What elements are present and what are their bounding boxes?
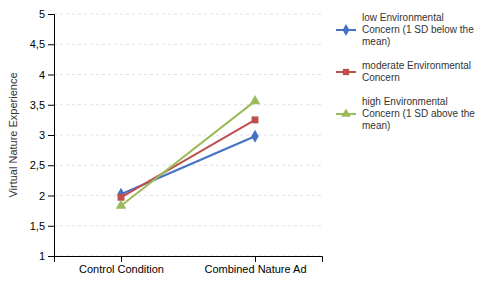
y-axis: 1 1,5 2 2,5 3 3,5 4 4,5 5 [30, 8, 55, 262]
tick-mark [48, 165, 54, 166]
legend: low EnvironmentalConcern (1 SD below the… [336, 12, 475, 131]
legend-label-line: mean) [362, 36, 390, 47]
legend-label: low EnvironmentalConcern (1 SD below the… [362, 12, 474, 47]
axis-title: Virtual Nature Experience [7, 72, 19, 197]
tick-label: Combined Nature Ad [204, 263, 306, 275]
legend-label-line: Concern (1 SD below the [362, 24, 474, 35]
tick-label: 2,5 [30, 159, 45, 171]
legend-marker [343, 24, 350, 36]
tick: 5 [39, 8, 54, 20]
legend-label: moderate EnvironmentalConcern [362, 60, 471, 83]
tick: Combined Nature Ad [204, 256, 306, 275]
tick: 2 [39, 190, 54, 202]
legend-marker [343, 69, 349, 75]
tick: 3 [39, 129, 54, 141]
legend-label-line: Concern [362, 72, 400, 83]
tick: 1,5 [30, 220, 54, 232]
axis-line [48, 15, 55, 257]
legend-label-line: low Environmental [362, 12, 444, 23]
tick-mark [48, 135, 54, 136]
tick-mark [48, 75, 54, 76]
grid-line [54, 225, 322, 226]
legend-item: low EnvironmentalConcern (1 SD below the… [336, 12, 474, 47]
tick-label: 3,5 [30, 99, 45, 111]
tick-label: 1,5 [30, 220, 45, 232]
tick-label: Control Condition [79, 263, 164, 275]
marks [116, 95, 261, 209]
tick-mark [48, 105, 54, 106]
grid-line [54, 44, 322, 45]
tick: 4 [39, 69, 54, 81]
tick-label: 1 [39, 250, 45, 262]
series [117, 130, 258, 201]
legend-item: moderate EnvironmentalConcern [336, 60, 471, 83]
point [116, 200, 127, 209]
legend-label-line: moderate Environmental [362, 60, 471, 71]
line [121, 101, 255, 206]
legend-label-line: high Environmental [362, 96, 448, 107]
chart: 1 1,5 2 2,5 3 3,5 4 4,5 5 Control Condition Combin… [0, 0, 500, 288]
series [116, 95, 261, 209]
grid-line [54, 74, 322, 75]
tick-mark [255, 256, 256, 262]
legend-label-line: mean) [362, 120, 390, 131]
tick: 3,5 [30, 99, 54, 111]
plot: 1 1,5 2 2,5 3 3,5 4 4,5 5 Control Condition Combin… [30, 8, 323, 275]
legend-item: high EnvironmentalConcern (1 SD above th… [336, 96, 475, 131]
tick-label: 5 [39, 8, 45, 20]
tick-mark [121, 256, 122, 262]
tick: 4,5 [30, 38, 54, 50]
series [118, 116, 259, 200]
grid-line [54, 14, 322, 15]
legend-label: high EnvironmentalConcern (1 SD above th… [362, 96, 475, 131]
tick: 1 [39, 250, 54, 262]
line [121, 120, 255, 197]
grid [54, 14, 322, 256]
axis-line [55, 257, 323, 263]
tick: Control Condition [79, 256, 164, 275]
grid-line [54, 135, 322, 136]
legend-marker [341, 108, 351, 116]
point [252, 116, 259, 123]
tick-label: 4 [39, 69, 45, 81]
tick-label: 3 [39, 129, 45, 141]
tick-mark [48, 44, 54, 45]
tick-mark [48, 14, 54, 15]
tick-mark [48, 256, 54, 257]
tick-label: 2 [39, 190, 45, 202]
grid-line [54, 104, 322, 105]
point [250, 95, 261, 104]
legend-label-line: Concern (1 SD above the [362, 108, 475, 119]
grid-line [54, 195, 322, 196]
tick-label: 4,5 [30, 38, 45, 50]
point [117, 188, 124, 201]
tick: 2,5 [30, 159, 54, 171]
tick-mark [48, 226, 54, 227]
x-axis: Control Condition Combined Nature Ad [55, 256, 323, 275]
tick-mark [48, 196, 54, 197]
point [251, 130, 258, 143]
